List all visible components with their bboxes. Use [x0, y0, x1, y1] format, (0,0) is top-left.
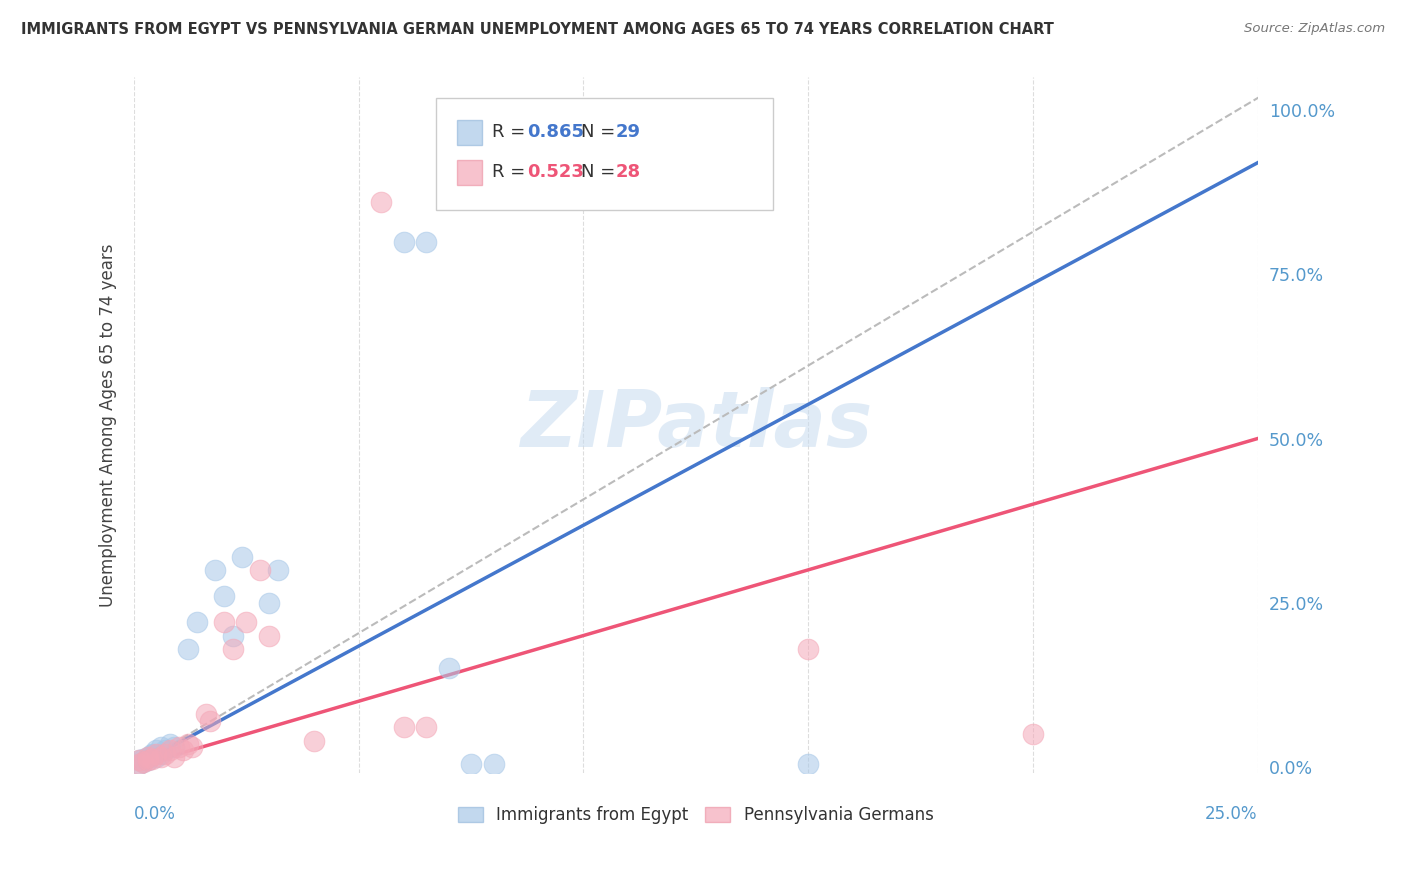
- Point: [145, 747, 167, 761]
- Point: [222, 628, 245, 642]
- Text: R =: R =: [492, 163, 531, 181]
- Point: [141, 747, 163, 762]
- Point: [128, 756, 150, 771]
- Point: [257, 628, 280, 642]
- Text: Source: ZipAtlas.com: Source: ZipAtlas.com: [1244, 22, 1385, 36]
- Point: [177, 641, 200, 656]
- Point: [141, 752, 163, 766]
- Point: [392, 721, 415, 735]
- Point: [302, 733, 325, 747]
- Point: [415, 721, 437, 735]
- Point: [235, 615, 257, 630]
- Text: 0.865: 0.865: [527, 123, 585, 141]
- Point: [186, 615, 208, 630]
- Point: [482, 756, 505, 771]
- Point: [150, 747, 173, 761]
- Point: [163, 740, 186, 755]
- Point: [797, 756, 820, 771]
- Point: [128, 753, 150, 767]
- Point: [177, 737, 200, 751]
- Point: [155, 743, 177, 757]
- Point: [257, 596, 280, 610]
- Y-axis label: Unemployment Among Ages 65 to 74 years: Unemployment Among Ages 65 to 74 years: [100, 244, 117, 607]
- Point: [159, 743, 181, 757]
- Point: [128, 753, 150, 767]
- Text: IMMIGRANTS FROM EGYPT VS PENNSYLVANIA GERMAN UNEMPLOYMENT AMONG AGES 65 TO 74 YE: IMMIGRANTS FROM EGYPT VS PENNSYLVANIA GE…: [21, 22, 1054, 37]
- Point: [212, 615, 235, 630]
- Point: [145, 750, 167, 764]
- Point: [132, 755, 155, 769]
- Point: [150, 750, 173, 764]
- Point: [194, 707, 217, 722]
- Point: [136, 753, 159, 767]
- Point: [460, 756, 482, 771]
- Point: [141, 747, 163, 761]
- Point: [155, 747, 177, 761]
- Point: [145, 743, 167, 757]
- Point: [249, 563, 271, 577]
- Point: [136, 750, 159, 764]
- Point: [136, 753, 159, 767]
- Point: [132, 755, 155, 769]
- Text: 0.0%: 0.0%: [134, 805, 176, 822]
- Point: [267, 563, 290, 577]
- Point: [415, 235, 437, 249]
- Point: [128, 756, 150, 771]
- Point: [204, 563, 226, 577]
- Point: [1022, 727, 1045, 741]
- Point: [200, 714, 222, 728]
- Text: 25.0%: 25.0%: [1205, 805, 1257, 822]
- Point: [797, 641, 820, 656]
- Point: [181, 740, 204, 755]
- Point: [172, 743, 194, 757]
- Point: [437, 661, 460, 675]
- Point: [159, 737, 181, 751]
- Point: [212, 589, 235, 603]
- Point: [370, 195, 392, 210]
- Point: [231, 549, 253, 564]
- Text: ZIPatlas: ZIPatlas: [520, 387, 872, 464]
- Text: N =: N =: [581, 123, 620, 141]
- Point: [167, 740, 190, 755]
- Point: [136, 750, 159, 764]
- Point: [150, 740, 173, 755]
- Point: [163, 750, 186, 764]
- Point: [222, 641, 245, 656]
- Point: [132, 752, 155, 766]
- Text: 0.523: 0.523: [527, 163, 583, 181]
- Text: 29: 29: [616, 123, 641, 141]
- Legend: Immigrants from Egypt, Pennsylvania Germans: Immigrants from Egypt, Pennsylvania Germ…: [458, 806, 934, 824]
- Text: 28: 28: [616, 163, 641, 181]
- Text: N =: N =: [581, 163, 620, 181]
- Text: R =: R =: [492, 123, 531, 141]
- Point: [392, 235, 415, 249]
